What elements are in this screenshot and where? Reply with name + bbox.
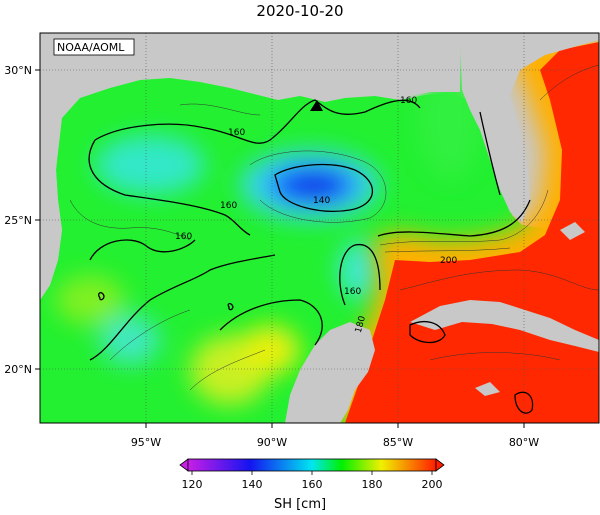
mexico-coast xyxy=(40,118,62,300)
graticule xyxy=(40,33,599,423)
colorbar-low-arrow xyxy=(179,458,189,472)
contours-major xyxy=(88,99,534,414)
lon-tick-label: 80°W xyxy=(509,436,539,449)
lon-tick-label: 85°W xyxy=(383,436,413,449)
contour-label: 160 xyxy=(344,287,361,297)
contour-labels: 160 160 160 140 160 160 200 180 xyxy=(175,96,457,334)
contour-label: 140 xyxy=(313,196,330,206)
florida xyxy=(460,33,599,222)
credit-box xyxy=(53,38,135,56)
contours-minor xyxy=(69,64,599,391)
colorbar-tick-label: 120 xyxy=(182,478,203,491)
contour-label: 180 xyxy=(354,315,368,334)
yucatan-peninsula xyxy=(285,322,375,423)
contour-label: 200 xyxy=(440,256,457,266)
latitude-labels: 30°N 25°N 20°N xyxy=(4,64,32,376)
contour-label: 160 xyxy=(228,128,245,138)
credit-label: NOAA/AOML xyxy=(57,41,125,54)
longitude-labels: 95°W 90°W 85°W 80°W xyxy=(131,436,539,449)
lon-tick-label: 90°W xyxy=(257,436,287,449)
colorbar: 120 140 160 180 200 xyxy=(179,458,445,491)
colorbar-bar xyxy=(187,458,437,472)
colorbar-tick-label: 180 xyxy=(362,478,383,491)
lon-tick-label: 95°W xyxy=(131,436,161,449)
map-frame xyxy=(39,32,600,424)
colorbar-tick-label: 140 xyxy=(242,478,263,491)
contour-label: 160 xyxy=(220,201,237,211)
colorbar-high-arrow xyxy=(435,458,445,472)
lat-tick-label: 25°N xyxy=(4,214,32,227)
colorbar-tick-label: 200 xyxy=(422,478,443,491)
jamaica-area xyxy=(475,382,500,396)
map-title: 2020-10-20 xyxy=(256,2,344,20)
cuba xyxy=(410,300,599,352)
axis-ticks xyxy=(35,69,525,428)
colorbar-label: SH [cm] xyxy=(273,497,327,512)
lat-tick-label: 20°N xyxy=(4,363,32,376)
bahamas xyxy=(560,222,585,240)
contour-label: 160 xyxy=(400,96,417,106)
colorbar-tick-label: 160 xyxy=(302,478,323,491)
triangle-marker xyxy=(310,100,323,111)
contour-label: 160 xyxy=(175,232,192,242)
lat-tick-label: 30°N xyxy=(4,64,32,77)
north-coast xyxy=(40,33,460,118)
